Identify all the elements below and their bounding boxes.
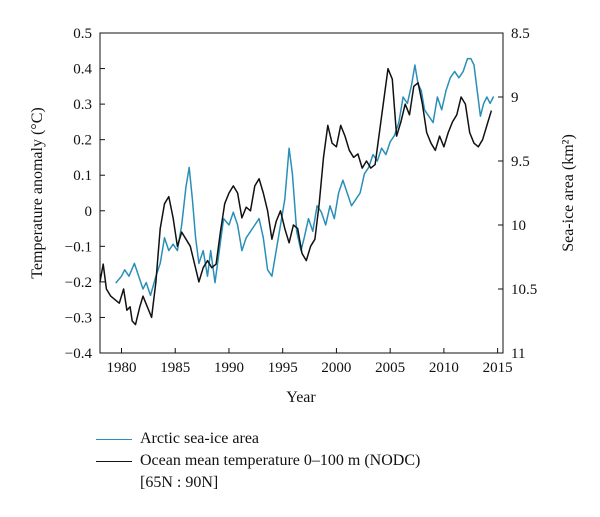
x-tick-label-6: 2010 bbox=[429, 360, 459, 376]
legend-label-ocean-temp-range: [65N : 90N] bbox=[140, 474, 219, 491]
x-tick-label-0: 1980 bbox=[106, 360, 136, 376]
plot-frame bbox=[99, 32, 504, 354]
y-left-tick-label-3: 0.2 bbox=[73, 133, 92, 149]
y-left-tick-label-4: 0.1 bbox=[73, 168, 92, 184]
y-left-tick-label-2: 0.3 bbox=[73, 97, 92, 113]
x-tick-label-5: 2005 bbox=[375, 360, 405, 376]
x-tick-label-2: 1990 bbox=[214, 360, 244, 376]
legend-item-sea-ice: Arctic sea-ice area bbox=[96, 428, 420, 450]
ticks: 1980 1985 1990 1995 2000 2005 2010 2015 0.5 0.4 0.… bbox=[65, 26, 537, 376]
y-right-tick-label-1: 9 bbox=[511, 90, 519, 106]
y-left-tick-label-1: 0.4 bbox=[73, 62, 92, 78]
x-tick-label-3: 1995 bbox=[268, 360, 298, 376]
legend-item-ocean-temp: Ocean mean temperature 0–100 m (NODC) bbox=[96, 450, 420, 472]
y-left-tick-label-5: 0 bbox=[85, 204, 93, 220]
y-left-tick-label-8: −0.3 bbox=[65, 310, 92, 326]
y-right-tick-label-4: 10.5 bbox=[511, 282, 537, 298]
y-left-tick-label-6: −0.1 bbox=[65, 239, 92, 255]
y-axis-title-left: Temperature anomaly (°C) bbox=[29, 107, 46, 278]
legend-swatch-sea-ice bbox=[96, 439, 132, 440]
x-axis-title: Year bbox=[286, 389, 316, 406]
y-right-tick-label-0: 8.5 bbox=[511, 26, 530, 42]
series-layer bbox=[99, 57, 495, 326]
y-left-tick-label-7: −0.2 bbox=[65, 275, 92, 291]
legend-label-ocean-temp: Ocean mean temperature 0–100 m (NODC) bbox=[140, 452, 421, 469]
y-right-tick-label-5: 11 bbox=[511, 346, 525, 362]
y-left-tick-label-0: 0.5 bbox=[73, 26, 92, 42]
legend-spacer bbox=[96, 483, 132, 484]
series-line-sea-ice bbox=[115, 57, 495, 297]
legend: Arctic sea-ice area Ocean mean temperatu… bbox=[96, 428, 420, 494]
y-right-tick-label-2: 9.5 bbox=[511, 154, 530, 170]
y-left-tick-label-9: −0.4 bbox=[65, 346, 93, 362]
legend-swatch-ocean-temp bbox=[96, 461, 132, 462]
series-line-ocean-temp bbox=[99, 67, 492, 326]
x-tick-label-7: 2015 bbox=[483, 360, 513, 376]
y-axis-title-right: Sea-ice area (km²) bbox=[560, 134, 577, 252]
legend-item-ocean-temp-sub: [65N : 90N] bbox=[96, 472, 420, 494]
x-tick-label-4: 2000 bbox=[321, 360, 351, 376]
y-right-tick-label-3: 10 bbox=[511, 218, 526, 234]
x-tick-label-1: 1985 bbox=[160, 360, 190, 376]
legend-label-sea-ice: Arctic sea-ice area bbox=[140, 430, 260, 447]
